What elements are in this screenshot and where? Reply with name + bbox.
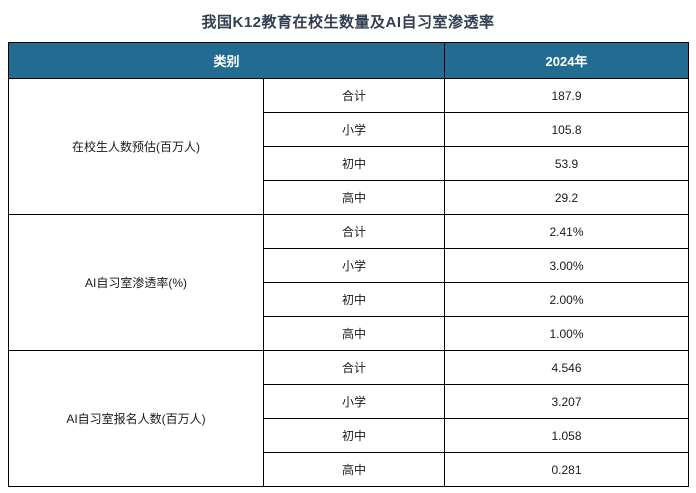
subcategory-cell: 初中 [262, 282, 446, 317]
table-row: 高中 1.00% [9, 316, 690, 351]
subcategory-cell: 初中 [262, 418, 446, 453]
category-cell-signups: AI自习室报名人数(百万人) [8, 350, 264, 487]
category-cell-penetration: AI自习室渗透率(%) [8, 214, 264, 351]
table-row: AI自习室渗透率(%) 合计 2.41% [8, 214, 690, 351]
k12-data-table: 类别 2024年 在校生人数预估(百万人) 合计 187.9 小学 105.8 … [7, 42, 690, 487]
table-row: 小学 3.207 [9, 384, 690, 419]
header-year-2024: 2024年 [444, 42, 690, 79]
subcategory-cell: 高中 [262, 180, 446, 215]
value-cell: 2.00% [444, 282, 690, 317]
value-cell: 187.9 [444, 78, 690, 113]
table-row: 在校生人数预估(百万人) 合计 187.9 [8, 78, 690, 215]
value-cell: 3.00% [444, 248, 690, 283]
subcategory-cell: 小学 [262, 248, 446, 283]
subcategory-cell: 初中 [262, 146, 446, 181]
table-row: AI自习室报名人数(百万人) 合计 4.546 [8, 350, 690, 487]
table-row: 初中 1.058 [9, 418, 690, 453]
value-cell: 29.2 [444, 180, 690, 215]
value-cell: 0.281 [444, 452, 690, 487]
subcategory-cell: 合计 [262, 350, 446, 385]
subcategory-cell: 合计 [262, 78, 446, 113]
table-row: 初中 2.00% [9, 282, 690, 317]
value-cell: 105.8 [444, 112, 690, 147]
table-row: 高中 29.2 [9, 180, 690, 215]
value-cell: 3.207 [444, 384, 690, 419]
value-cell: 1.058 [444, 418, 690, 453]
value-cell: 2.41% [444, 214, 690, 249]
table-row: 小学 3.00% [9, 248, 690, 283]
table-row: 高中 0.281 [9, 452, 690, 487]
subcategory-cell: 小学 [262, 384, 446, 419]
table-row: 初中 53.9 [9, 146, 690, 181]
value-cell: 53.9 [444, 146, 690, 181]
subcategory-cell: 高中 [262, 452, 446, 487]
value-cell: 1.00% [444, 316, 690, 351]
page-title: 我国K12教育在校生数量及AI自习室渗透率 [201, 13, 495, 31]
table-header-row: 类别 2024年 [7, 42, 690, 79]
subcategory-cell: 合计 [262, 214, 446, 249]
table-row: 小学 105.8 [9, 112, 690, 147]
value-cell: 4.546 [444, 350, 690, 385]
header-category: 类别 [7, 42, 446, 79]
category-cell-enrollment: 在校生人数预估(百万人) [8, 78, 264, 215]
subcategory-cell: 小学 [262, 112, 446, 147]
subcategory-cell: 高中 [262, 316, 446, 351]
